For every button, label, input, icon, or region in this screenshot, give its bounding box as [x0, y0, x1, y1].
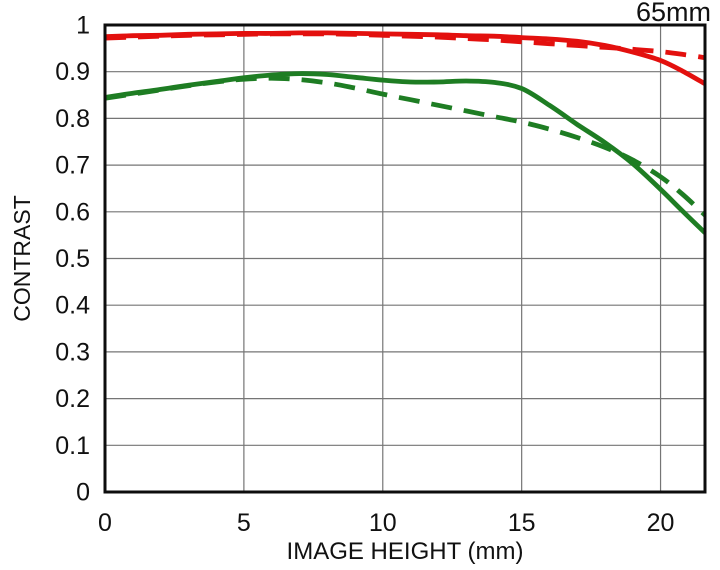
x-axis-label: IMAGE HEIGHT (mm) — [287, 538, 524, 565]
x-tick-label: 20 — [647, 509, 675, 537]
chart-title: 65mm — [636, 0, 711, 27]
curve-red-dashed — [104, 31, 706, 61]
x-tick-label: 15 — [508, 509, 536, 537]
y-tick-label: 0.1 — [55, 432, 90, 460]
curve-green-dashed — [104, 75, 707, 217]
y-tick-label: 0.7 — [55, 152, 90, 180]
x-tick-label: 0 — [98, 509, 112, 537]
y-tick-label: 0.4 — [55, 292, 90, 320]
curve-red-solid — [104, 30, 707, 86]
x-tick-label: 10 — [369, 509, 397, 537]
y-tick-label: 0.9 — [55, 58, 90, 86]
plot-frame — [103, 23, 707, 494]
y-tick-label: 0.8 — [55, 105, 90, 133]
y-axis-label: CONTRAST — [9, 195, 35, 322]
y-tick-label: 0.2 — [55, 385, 90, 413]
y-tick-label: 0.3 — [55, 338, 90, 366]
y-tick-label: 0 — [76, 479, 90, 507]
y-tick-label: 0.5 — [55, 245, 90, 273]
y-tick-label: 0.6 — [55, 198, 90, 226]
x-tick-label: 5 — [237, 509, 251, 537]
y-tick-label: 1 — [76, 12, 90, 40]
